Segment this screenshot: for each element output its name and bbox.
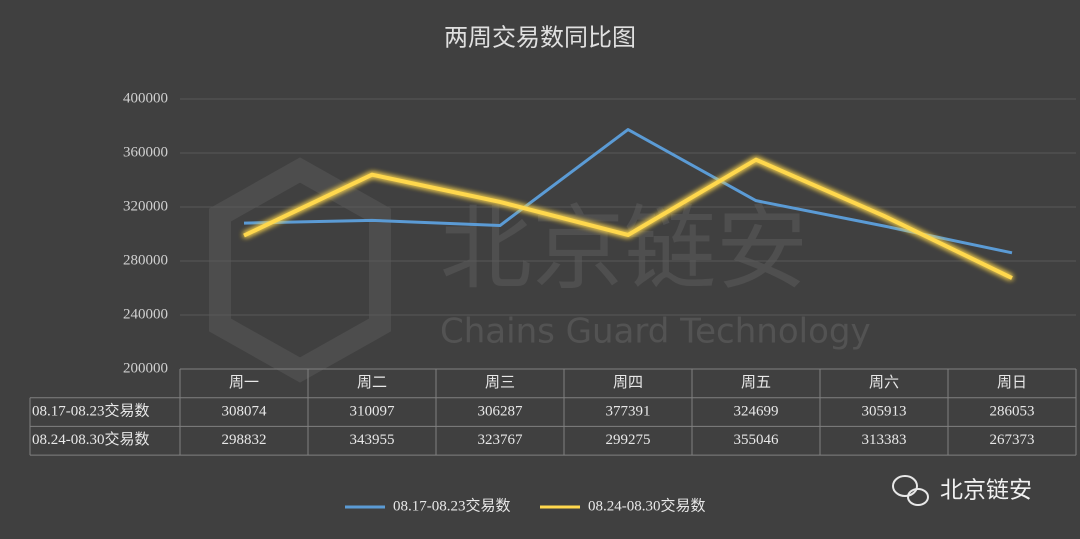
table-cell: 298832	[222, 432, 267, 448]
x-tick-label: 周六	[869, 374, 899, 391]
table-cell: 305913	[862, 403, 907, 419]
table-row-header: 08.17-08.23交易数	[32, 401, 150, 419]
legend-label: 08.17-08.23交易数	[393, 496, 511, 514]
y-tick-label: 200000	[123, 360, 168, 376]
table-cell: 286053	[990, 403, 1035, 419]
table-cell: 377391	[606, 403, 651, 419]
y-tick-label: 360000	[123, 144, 168, 160]
y-tick-label: 400000	[123, 90, 168, 106]
table-cell: 343955	[350, 432, 395, 448]
watermark-logo	[209, 157, 391, 383]
x-tick-label: 周四	[613, 374, 643, 391]
y-tick-label: 320000	[123, 198, 168, 214]
y-tick-label: 280000	[123, 252, 168, 268]
wechat-icon	[892, 475, 929, 506]
brand: 北京链安	[940, 478, 1032, 504]
x-tick-label: 周二	[357, 374, 387, 391]
x-tick-label: 周三	[485, 374, 515, 391]
watermark-title: 北京链安	[440, 195, 808, 302]
x-tick-label: 周一	[229, 374, 259, 391]
chart-title: 两周交易数同比图	[444, 24, 636, 52]
table-cell: 308074	[222, 403, 268, 419]
table-cell: 267373	[990, 432, 1035, 448]
table-cell: 324699	[734, 403, 779, 419]
table-cell: 323767	[478, 432, 524, 448]
table-row-header: 08.24-08.30交易数	[32, 430, 150, 448]
table-cell: 355046	[734, 432, 780, 448]
table-cell: 313383	[862, 432, 907, 448]
series-line	[243, 157, 1013, 280]
table-cell: 310097	[350, 403, 396, 419]
y-tick-label: 240000	[123, 306, 168, 322]
table-cell: 299275	[606, 432, 651, 448]
legend-label: 08.24-08.30交易数	[588, 496, 706, 514]
watermark-subtitle: Chains Guard Technology	[440, 312, 871, 352]
series-line	[243, 128, 1013, 255]
x-tick-label: 周五	[741, 374, 771, 391]
x-tick-label: 周日	[997, 374, 1027, 391]
table-cell: 306287	[478, 403, 524, 419]
